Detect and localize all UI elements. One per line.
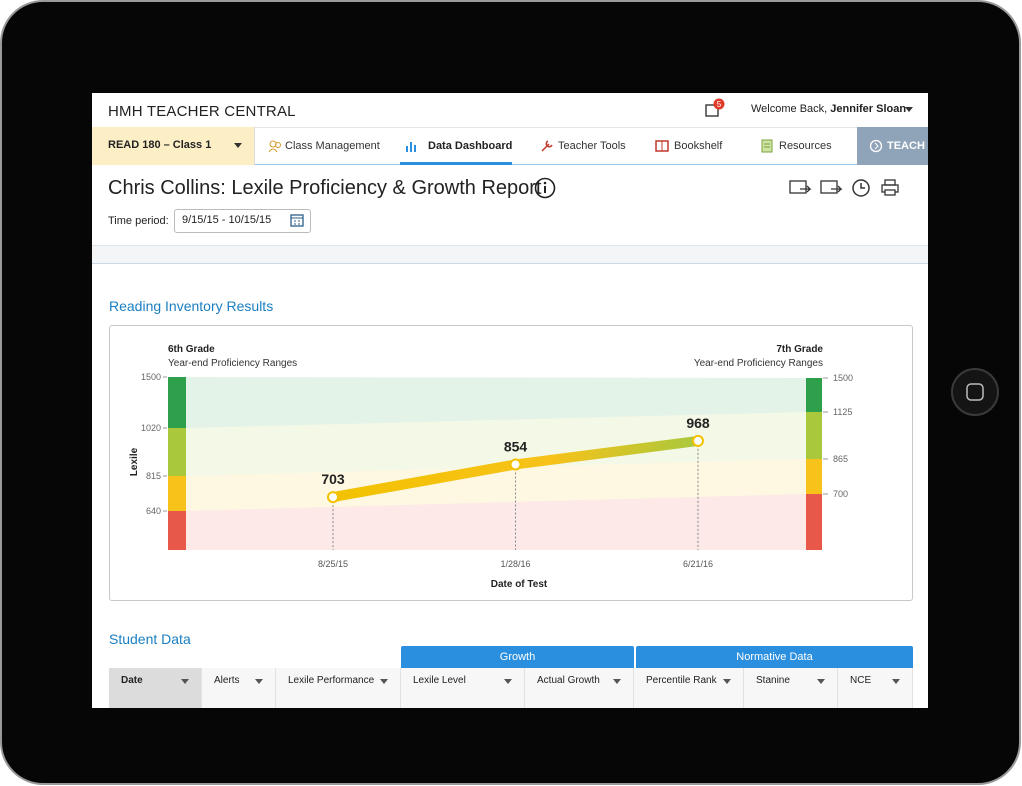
data-point [327, 491, 339, 504]
welcome-text: Welcome Back, [751, 103, 828, 115]
y2-tick-label: 865 [833, 454, 848, 464]
nav-tab-active[interactable]: Data Dashboard [428, 140, 513, 152]
class-caret[interactable] [234, 143, 242, 152]
date-picker[interactable] [174, 209, 311, 233]
tab-icon [541, 140, 553, 152]
brand[interactable]: HMH TEACHER CENTRAL [108, 103, 296, 120]
report-title: Chris Collins: Lexile Proficiency & Grow… [108, 177, 542, 199]
chart: 640 815 1020 1500 700 865 1125 1500 6th Grade Yea… [129, 344, 853, 590]
collapsed-strip [92, 245, 928, 264]
notification-icon[interactable]: 5 [704, 98, 726, 120]
active-underline [400, 162, 512, 165]
nav-tab[interactable]: Teacher Tools [558, 140, 626, 152]
proficiency-band [186, 412, 806, 476]
right-subtitle: Year-end Proficiency Ranges [694, 358, 823, 369]
y2-tick-label: 1125 [833, 407, 852, 417]
calendar-icon[interactable] [290, 213, 304, 227]
teach-icon [869, 139, 883, 153]
tab-icon [655, 140, 669, 152]
left-range-bar [168, 428, 186, 476]
notification-count: 5 [717, 100, 722, 109]
left-title: 6th Grade [168, 344, 215, 355]
info-icon[interactable] [534, 177, 556, 199]
proficiency-band [186, 494, 806, 550]
y-tick-label: 1500 [141, 372, 161, 382]
welcome: Welcome Back, Jennifer Sloan [751, 103, 906, 115]
y-tick-label: 815 [146, 471, 161, 481]
teach-button[interactable] [857, 127, 928, 165]
right-title: 7th Grade [776, 344, 823, 355]
class-name[interactable]: READ 180 – Class 1 [108, 139, 212, 151]
left-range-bar [168, 511, 186, 550]
y-tick-label: 640 [146, 506, 161, 516]
home-button[interactable] [951, 368, 999, 416]
class-selector[interactable] [92, 127, 255, 165]
chart-box [109, 325, 913, 601]
user-name[interactable]: Jennifer Sloan [830, 103, 907, 115]
data-point [692, 434, 704, 447]
tab-icon [761, 139, 773, 153]
x-tick-label: 1/28/16 [500, 559, 530, 569]
section-title: Reading Inventory Results [109, 298, 274, 314]
proficiency-band [186, 377, 806, 428]
column-header[interactable]: Stanine [744, 668, 838, 708]
y-axis-label: Lexile [129, 447, 140, 476]
nav-tab[interactable]: Bookshelf [674, 140, 723, 152]
left-range-bar [168, 377, 186, 428]
nav-tab[interactable]: TEACH [887, 140, 925, 152]
column-header[interactable]: Date [109, 668, 202, 708]
user-caret[interactable] [905, 107, 913, 116]
value-label: 854 [504, 438, 528, 454]
tab-icon [406, 142, 416, 152]
right-range-bar [806, 459, 822, 494]
left-range-bar [168, 476, 186, 511]
left-subtitle: Year-end Proficiency Ranges [168, 358, 297, 369]
y2-tick-label: 700 [833, 489, 848, 499]
value-label: 968 [686, 415, 710, 431]
value-label: 703 [321, 471, 345, 487]
y-tick-label: 1020 [141, 423, 161, 433]
report-actions[interactable] [788, 177, 908, 199]
x-axis-label: Date of Test [491, 579, 548, 590]
column-group: Normative Data [636, 646, 913, 668]
column-header[interactable]: Lexile Level [401, 668, 525, 708]
x-tick-label: 8/25/15 [318, 559, 348, 569]
column-header[interactable]: Alerts [202, 668, 276, 708]
nav-tab[interactable]: Class Management [285, 140, 380, 152]
column-header[interactable]: Percentile Rank [634, 668, 744, 708]
screen: HMH TEACHER CENTRAL 5 Welcome Back, Jenn… [92, 93, 928, 708]
column-header[interactable]: Actual Growth [525, 668, 634, 708]
right-range-bar [806, 494, 822, 550]
student-data-title: Student Data [109, 631, 191, 647]
data-point [509, 458, 522, 471]
right-range-bar [806, 378, 822, 412]
column-header[interactable]: NCE [838, 668, 913, 708]
nav-tab[interactable]: Resources [779, 140, 832, 152]
column-group: Growth [401, 646, 634, 668]
time-period[interactable]: 9/15/15 - 10/15/15 [182, 214, 272, 226]
column-header[interactable]: Lexile Performance [276, 668, 401, 708]
tab-icon [268, 140, 281, 153]
right-range-bar [806, 412, 822, 459]
x-tick-label: 6/21/16 [683, 559, 713, 569]
time-period-label: Time period: [108, 215, 169, 227]
y2-tick-label: 1500 [833, 373, 853, 383]
